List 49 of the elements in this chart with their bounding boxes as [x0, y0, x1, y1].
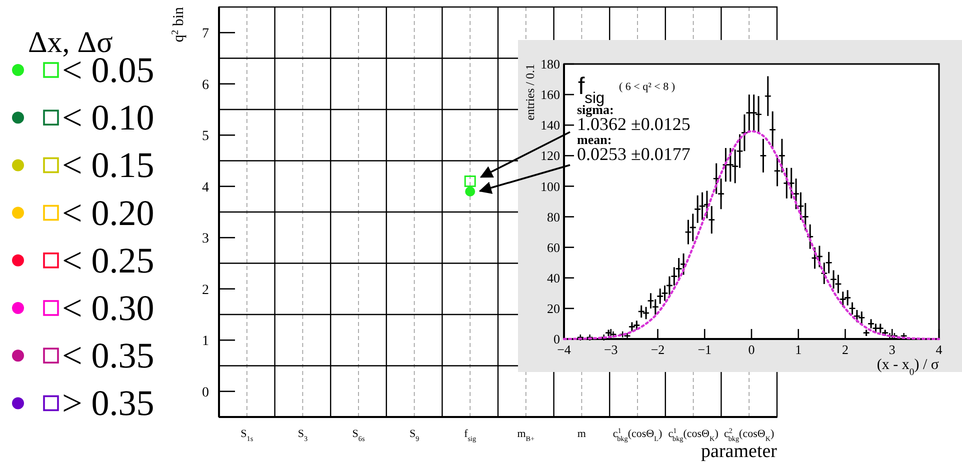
y-tick-label: 6 [202, 78, 209, 93]
x-tick-label: f$_{sig}$ [464, 428, 477, 443]
y-tick-label: 0 [554, 332, 560, 347]
legend-label: < 0.15 [62, 145, 154, 186]
x-tick-label: 0 [748, 342, 755, 357]
text: ( 6 < q² < 8 ) [619, 81, 676, 93]
x-tick-label: S$_{3}$ [298, 428, 308, 443]
y-tick-label: 180 [540, 56, 560, 72]
y-tick-label: 3 [202, 232, 209, 247]
legend-label: < 0.10 [62, 98, 154, 138]
x-axis-title: parameter [701, 441, 778, 462]
y-tick-label: 40 [547, 270, 560, 286]
x-tick-label: 2 [842, 342, 848, 357]
legend-label: < 0.30 [62, 288, 154, 328]
x-tick-label: −4 [557, 342, 572, 357]
x-tick-label: −2 [650, 342, 665, 357]
x-tick-label: 3 [888, 342, 896, 357]
x-tick-label: m$_{B+}$ [517, 428, 535, 443]
x-tick-label: 1 [795, 342, 802, 357]
y-tick-label: 140 [540, 118, 560, 133]
x-tick-label: c$^{1}$$_{bkg}$(cosΘ$_{L}$) [612, 427, 662, 443]
x-tick-label: m [577, 428, 586, 440]
annotation: 0.0253 ±0.0177 [577, 144, 690, 164]
legend-label: > 0.35 [62, 383, 154, 424]
x-tick-label: 4 [936, 342, 943, 357]
x-tick-label: −3 [604, 342, 618, 357]
legend-label: < 0.35 [62, 336, 154, 376]
y-tick-label: 100 [540, 178, 560, 194]
x-tick-label: c$^{1}$$_{bkg}$(cosΘ$_{K}$) [668, 427, 719, 443]
x-tick-label: S$_{1s}$ [240, 428, 254, 443]
y-tick-label: 60 [547, 240, 560, 255]
x-tick-label: −1 [698, 342, 712, 357]
x-tick-label: S$_{6s}$ [352, 428, 365, 443]
y-tick-label: 7 [202, 26, 209, 42]
legend-label: < 0.25 [62, 240, 154, 280]
y-axis-title: entries / 0.1 [523, 64, 537, 120]
y-tick-label: 0 [202, 385, 209, 400]
y-tick-label: 4 [202, 180, 209, 196]
y-tick-label: 120 [540, 148, 560, 164]
annotation: mean: [577, 132, 612, 147]
y-tick-label: 80 [547, 209, 560, 224]
x-tick-label: S$_{9}$ [409, 428, 420, 443]
x-axis-title: (x - x$_{0}$) / σ [876, 357, 939, 378]
legend-label: < 0.20 [62, 192, 154, 233]
y-tick-label: 20 [547, 300, 560, 316]
x-tick-label: c$^{2}$$_{bkg}$(cosΘ$_{K}$) [724, 427, 774, 443]
y-tick-label: 5 [202, 129, 209, 144]
y-tick-label: 2 [202, 282, 209, 298]
y-tick-label: 160 [540, 87, 560, 102]
